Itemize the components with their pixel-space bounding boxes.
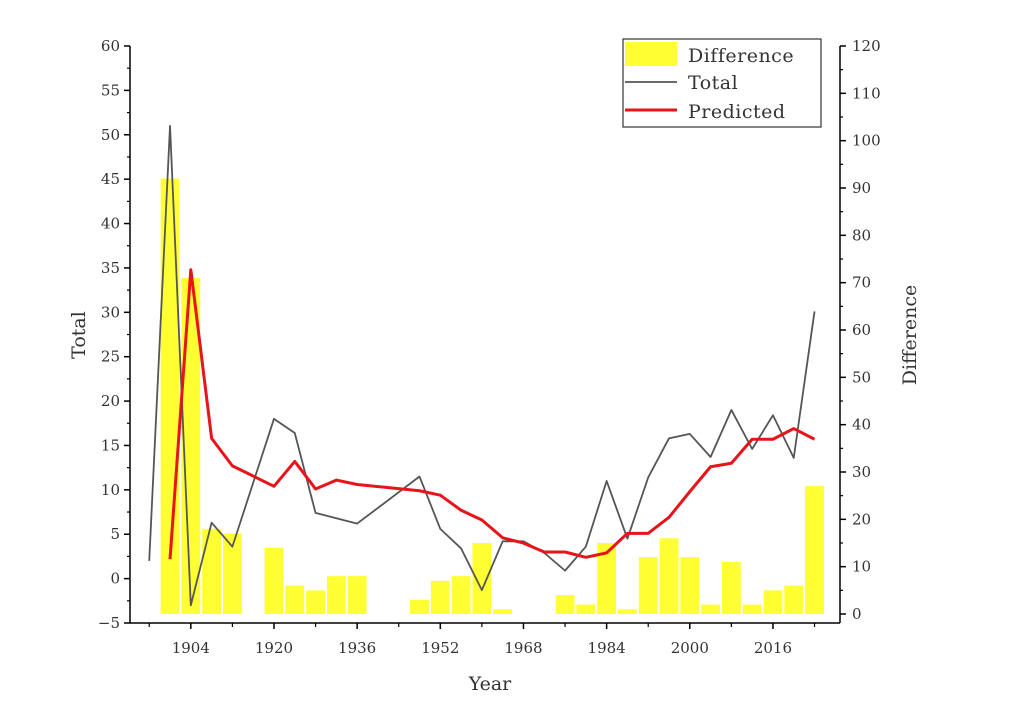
legend-label-total: Total <box>688 72 738 94</box>
legend-swatch-difference <box>625 42 677 66</box>
y-left-tick-label: −5 <box>98 614 120 632</box>
bar-difference-1964 <box>493 609 513 614</box>
y-left-tick-label: 15 <box>101 436 120 454</box>
x-axis-label: Year <box>468 673 512 695</box>
legend-label-predicted: Predicted <box>688 101 786 123</box>
line-total <box>148 124 816 607</box>
bar-difference-2012 <box>742 604 762 614</box>
x-tick-label: 2000 <box>671 639 709 657</box>
bar-difference-2004 <box>701 604 720 614</box>
bar-difference-1952 <box>430 580 450 614</box>
bar-difference-1996 <box>659 538 679 614</box>
y-right-tick-label: 90 <box>852 179 871 197</box>
x-tick-label: 1920 <box>255 639 293 657</box>
y-left-tick-label: 55 <box>101 81 120 99</box>
y-right-tick-label: 50 <box>852 368 871 386</box>
y-left-tick-label: 45 <box>101 170 120 188</box>
bar-difference-2016 <box>763 590 783 614</box>
x-tick-label: 2016 <box>754 639 792 657</box>
y-left-tick-label: 5 <box>110 525 120 543</box>
legend: Difference Total Predicted <box>622 38 822 128</box>
y-left-tick-label: 50 <box>101 126 120 144</box>
y-right-tick-label: 110 <box>852 84 881 102</box>
bar-difference-1948 <box>410 599 429 614</box>
bar-difference-1924 <box>285 585 305 614</box>
bar-difference-1920 <box>264 547 284 614</box>
y-right-tick-label: 10 <box>852 558 871 576</box>
x-tick-label: 1968 <box>504 639 542 657</box>
y-left-tick-label: 40 <box>101 215 120 233</box>
x-tick-label: 1936 <box>338 639 376 657</box>
y-right-tick-label: 120 <box>852 37 881 55</box>
y-right-tick-label: 0 <box>852 605 862 623</box>
y-right-tick-label: 70 <box>852 274 871 292</box>
bar-difference-2020 <box>784 585 804 614</box>
y-left-tick-label: 30 <box>101 303 120 321</box>
y-axis-right-label: Difference <box>899 285 921 386</box>
bar-difference-1976 <box>555 595 575 614</box>
x-tick-label: 1984 <box>588 639 626 657</box>
bar-difference-1980 <box>576 604 596 614</box>
bar-difference-1960 <box>472 543 492 614</box>
bar-difference-1956 <box>451 576 471 614</box>
bar-difference-1932 <box>326 576 346 614</box>
y-left-tick-label: 10 <box>101 481 120 499</box>
axes: −5 0 5 10 15 20 25 30 35 40 45 50 55 60 0 10 20 30 40 50 60 7… <box>98 37 881 657</box>
y-left-tick-label: 25 <box>101 348 120 366</box>
legend-label-difference: Difference <box>688 45 794 67</box>
y-right-tick-label: 30 <box>852 463 871 481</box>
bar-difference-2000 <box>680 557 700 614</box>
bar-difference-1928 <box>306 590 325 614</box>
bar-difference-1988 <box>618 609 637 614</box>
bar-difference-1904 <box>181 277 201 614</box>
line-series <box>148 124 816 607</box>
y-left-tick-label: 0 <box>110 570 120 588</box>
y-right-tick-label: 60 <box>852 321 871 339</box>
y-left-tick-label: 20 <box>101 392 120 410</box>
difference-bars <box>160 178 824 615</box>
y-left-tick-label: 60 <box>101 37 120 55</box>
x-tick-label: 1904 <box>172 639 210 657</box>
y-left-tick-label: 35 <box>101 259 120 277</box>
x-tick-label: 1952 <box>421 639 459 657</box>
bar-difference-1912 <box>222 533 242 614</box>
line-predicted <box>168 268 816 560</box>
y-right-tick-label: 40 <box>852 416 871 434</box>
y-right-tick-label: 80 <box>852 226 871 244</box>
bar-difference-2008 <box>721 561 741 614</box>
y-right-tick-label: 100 <box>852 132 881 150</box>
bar-difference-1984 <box>597 543 617 614</box>
bar-difference-1992 <box>638 557 658 614</box>
bar-difference-1908 <box>202 528 221 614</box>
bar-difference-1936 <box>347 576 367 614</box>
y-right-tick-label: 20 <box>852 510 871 528</box>
bar-difference-2024 <box>805 486 824 614</box>
y-axis-left-label: Total <box>68 311 90 359</box>
